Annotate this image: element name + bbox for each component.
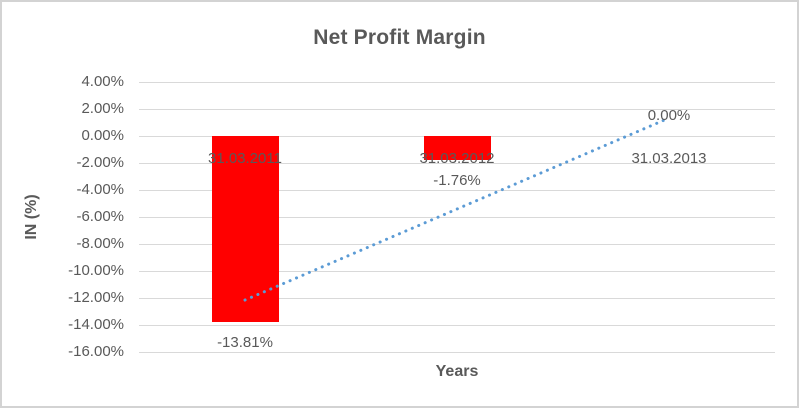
y-axis-tick-label: -4.00% bbox=[76, 181, 124, 198]
category-label: 31.03.2013 bbox=[631, 150, 707, 167]
y-axis-tick-label: 4.00% bbox=[81, 73, 124, 90]
gridline bbox=[139, 298, 775, 299]
y-axis-tick-label: -2.00% bbox=[76, 154, 124, 171]
gridline bbox=[139, 217, 775, 218]
y-axis-tick-label: 2.00% bbox=[81, 100, 124, 117]
gridline bbox=[139, 163, 775, 164]
y-axis-tick-label: -8.00% bbox=[76, 235, 124, 252]
gridline bbox=[139, 109, 775, 110]
y-axis-tick-label: -12.00% bbox=[68, 289, 124, 306]
gridline bbox=[139, 244, 775, 245]
bar bbox=[424, 136, 491, 160]
y-axis-tick-label: -16.00% bbox=[68, 343, 124, 360]
gridline bbox=[139, 352, 775, 353]
chart-title: Net Profit Margin bbox=[313, 26, 486, 49]
category-label: 31.03.2011 bbox=[208, 150, 282, 167]
data-label: 0.00% bbox=[647, 107, 691, 124]
y-axis-tick-label: -10.00% bbox=[68, 262, 124, 279]
category-label: 31.03.2012 bbox=[419, 150, 495, 167]
y-axis-tick-label: -6.00% bbox=[76, 208, 124, 225]
gridline bbox=[139, 325, 775, 326]
gridline bbox=[139, 271, 775, 272]
gridline bbox=[139, 190, 775, 191]
x-axis-title: Years bbox=[435, 363, 479, 380]
data-label: -13.81% bbox=[217, 334, 273, 351]
trendline bbox=[243, 116, 671, 302]
data-label: -1.76% bbox=[433, 172, 481, 189]
bar bbox=[212, 136, 279, 322]
gridline bbox=[139, 82, 775, 83]
y-axis-tick-label: 0.00% bbox=[81, 127, 124, 144]
y-axis-tick-label: -14.00% bbox=[68, 316, 124, 333]
